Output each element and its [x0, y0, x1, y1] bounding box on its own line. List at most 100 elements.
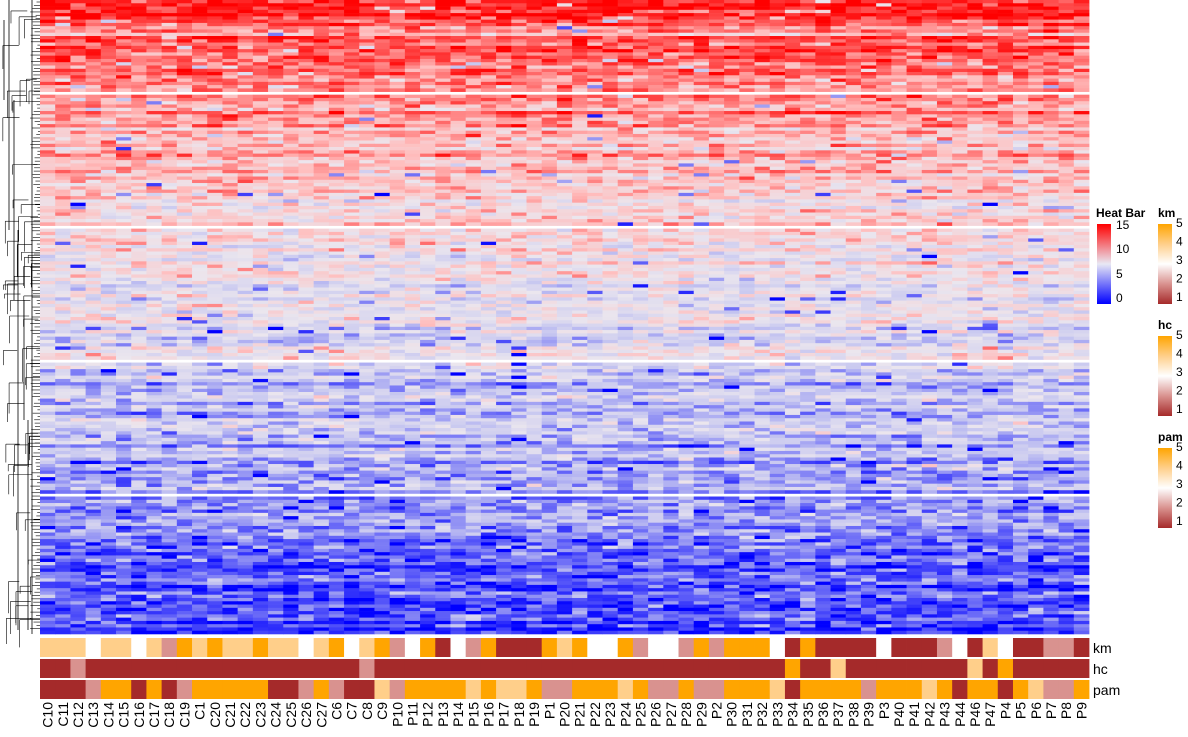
- heatmap-cell: [405, 108, 421, 112]
- heatmap-cell: [420, 177, 436, 181]
- heatmap-cell: [983, 46, 999, 50]
- heatmap-cell: [1043, 190, 1059, 194]
- heatmap-cell: [831, 213, 847, 217]
- heatmap-cell: [207, 150, 223, 154]
- heatmap-cell: [222, 88, 238, 92]
- heatmap-cell: [298, 82, 314, 86]
- heatmap-cell: [55, 23, 71, 27]
- heatmap-cell: [587, 222, 603, 226]
- heatmap-cell: [542, 52, 558, 56]
- heatmap-cell: [967, 46, 983, 50]
- heatmap-cell: [466, 216, 482, 220]
- heatmap-cell: [131, 131, 147, 135]
- heatmap-cell: [800, 196, 816, 200]
- heatmap-cell: [679, 13, 695, 17]
- heatmap-cell: [876, 62, 892, 66]
- heatmap-cell: [648, 46, 664, 50]
- heatmap-cell: [648, 101, 664, 105]
- heatmap-cell: [1043, 203, 1059, 207]
- heatmap-cell: [374, 62, 390, 66]
- heatmap-cell: [967, 144, 983, 148]
- heatmap-cell: [1074, 104, 1090, 108]
- heatmap-cell: [724, 183, 740, 187]
- heatmap-cell: [846, 160, 862, 164]
- heatmap-cell: [146, 203, 162, 207]
- heatmap-cell: [1028, 193, 1044, 197]
- heatmap-cell: [1043, 62, 1059, 66]
- heatmap-cell: [907, 147, 923, 151]
- heatmap-cell: [162, 206, 178, 210]
- heatmap-cell: [648, 52, 664, 56]
- heatmap-cell: [587, 65, 603, 69]
- heatmap-cell: [815, 134, 831, 138]
- heatmap-cell: [1074, 121, 1090, 125]
- heatmap-cell: [1028, 95, 1044, 99]
- heatmap-cell: [967, 150, 983, 154]
- heatmap-cell: [420, 39, 436, 43]
- heatmap-cell: [542, 147, 558, 151]
- heatmap-cell: [405, 127, 421, 131]
- heatmap-cell: [1059, 43, 1075, 47]
- heatmap-cell: [618, 111, 634, 115]
- heatmap-cell: [800, 134, 816, 138]
- heatmap-cell: [390, 206, 406, 210]
- heatmap-cell: [390, 131, 406, 135]
- heatmap-cell: [937, 186, 953, 190]
- heatmap-cell: [253, 160, 269, 164]
- heatmap-cell: [405, 177, 421, 181]
- heatmap-cell: [298, 140, 314, 144]
- heatmap-cell: [390, 150, 406, 154]
- heatmap-cell: [420, 219, 436, 223]
- heatmap-cell: [572, 36, 588, 40]
- heatmap-cell: [891, 167, 907, 171]
- heatmap-cell: [739, 219, 755, 223]
- heatmap-cell: [435, 13, 451, 17]
- heatmap-cell: [770, 59, 786, 63]
- heatmap-cell: [146, 134, 162, 138]
- heatmap-cell: [511, 124, 527, 128]
- heatmap-cell: [101, 52, 117, 56]
- heatmap-cell: [983, 203, 999, 207]
- heatmap-cell: [679, 7, 695, 11]
- heatmap-cell: [922, 101, 938, 105]
- heatmap-cell: [967, 23, 983, 27]
- heatmap-cell: [1043, 82, 1059, 86]
- heatmap-cell: [420, 213, 436, 217]
- heatmap-cell: [861, 3, 877, 7]
- heatmap-cell: [1059, 160, 1075, 164]
- heatmap-cell: [937, 134, 953, 138]
- heatmap-cell: [1028, 16, 1044, 20]
- heatmap-cell: [618, 29, 634, 33]
- heatmap-cell: [131, 108, 147, 112]
- heatmap-cell: [86, 46, 102, 50]
- heatmap-cell: [572, 199, 588, 203]
- heatmap-cell: [542, 180, 558, 184]
- heatmap-cell: [435, 121, 451, 125]
- heatmap-cell: [268, 95, 284, 99]
- heatmap-cell: [268, 59, 284, 63]
- heatmap-cell: [557, 160, 573, 164]
- heatmap-cell: [709, 121, 725, 125]
- heatmap-cell: [238, 7, 254, 11]
- heatmap-cell: [633, 7, 649, 11]
- heatmap-cell: [146, 216, 162, 220]
- heatmap-cell: [86, 137, 102, 141]
- heatmap-cell: [55, 69, 71, 73]
- heatmap-cell: [922, 49, 938, 53]
- heatmap-cell: [846, 180, 862, 184]
- heatmap-cell: [450, 118, 466, 122]
- heatmap-cell: [192, 0, 208, 4]
- heatmap-cell: [648, 183, 664, 187]
- heatmap-cell: [253, 75, 269, 79]
- heatmap-cell: [998, 26, 1014, 30]
- heatmap-cell: [435, 216, 451, 220]
- heatmap-cell: [359, 82, 375, 86]
- heatmap-cell: [542, 26, 558, 30]
- heatmap-cell: [557, 10, 573, 14]
- heatmap-cell: [891, 20, 907, 24]
- heatmap-cell: [70, 75, 86, 79]
- heatmap-cell: [207, 82, 223, 86]
- heatmap-cell: [116, 170, 132, 174]
- heatmap-cell: [298, 3, 314, 7]
- heatmap-cell: [283, 219, 299, 223]
